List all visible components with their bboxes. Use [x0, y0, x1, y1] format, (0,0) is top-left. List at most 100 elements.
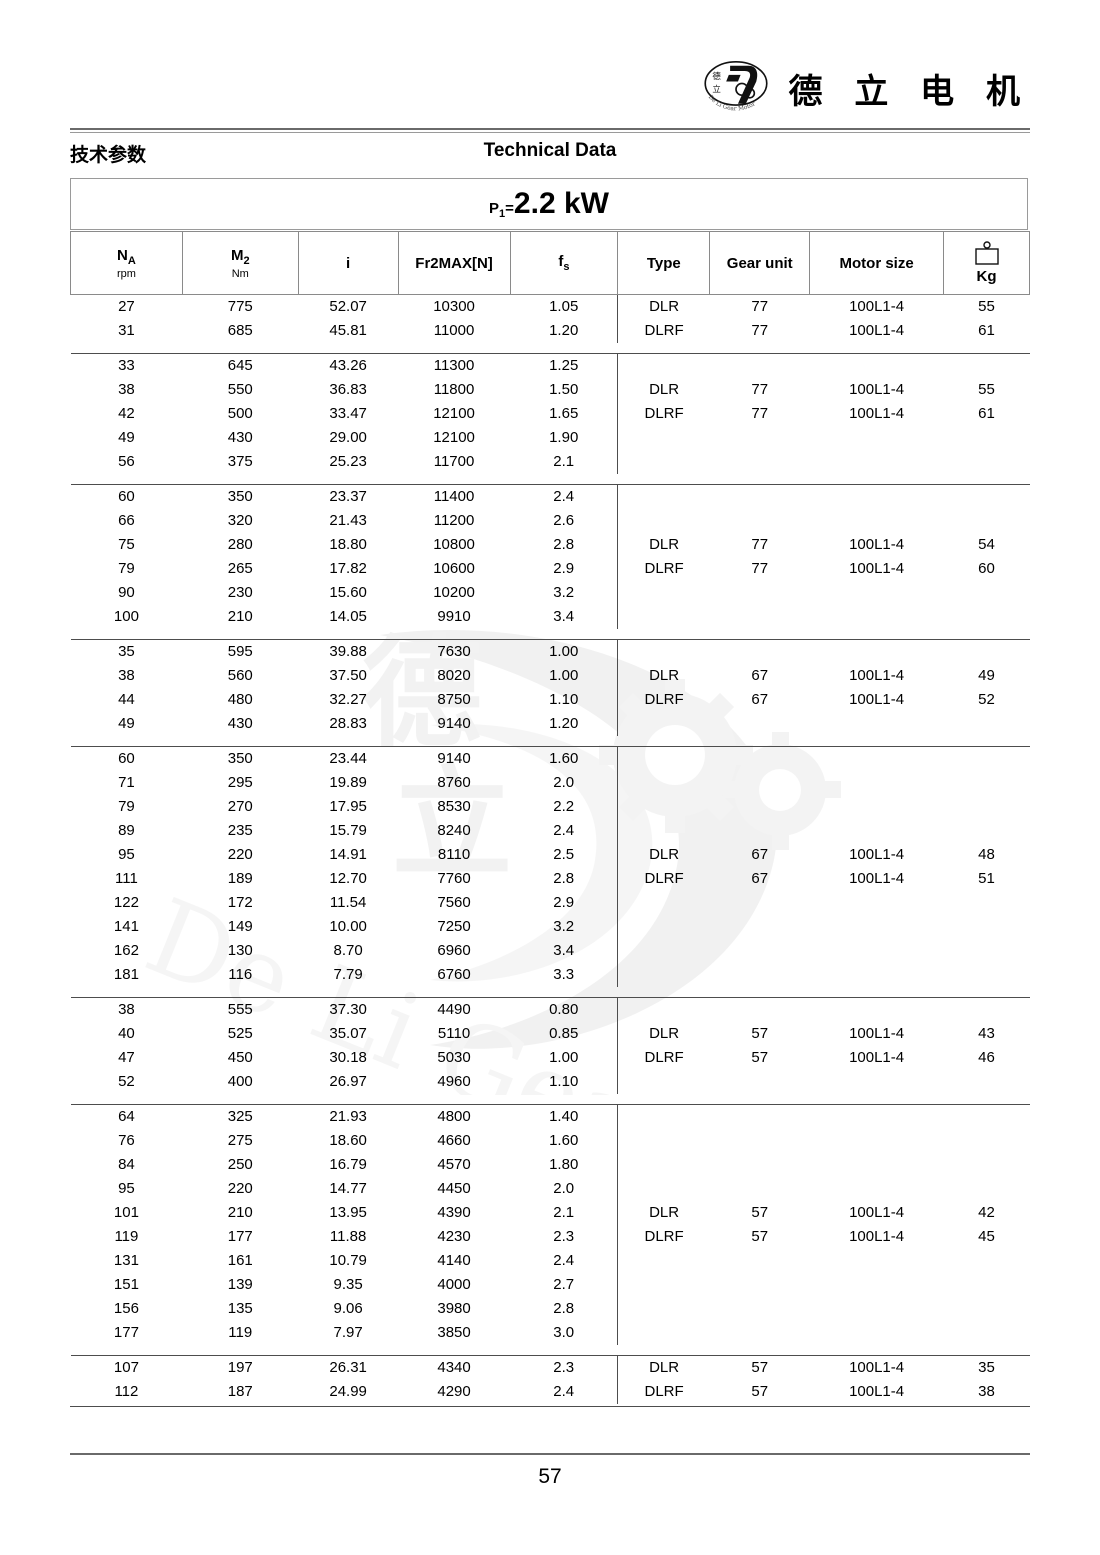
cell-ratio: 25.23: [329, 453, 367, 470]
cell-speed: 71: [118, 774, 135, 791]
cell-motor-size: [810, 1153, 944, 1177]
column-label-gear-unit: Gear unit: [726, 254, 793, 272]
cell-gear-unit: [709, 353, 810, 378]
cell-motor-size: [810, 939, 944, 963]
cell-weight: 55: [943, 294, 1030, 319]
weight-box-icon: [974, 241, 999, 265]
spacer-cell: [710, 1094, 810, 1105]
cell-motor-size: [810, 1249, 944, 1273]
cell-type: [617, 1104, 710, 1129]
cell-radial-force: 11200: [433, 512, 475, 529]
table-row: 79 270 17.95 8530 2.2: [71, 795, 1030, 819]
cell-type: [617, 746, 710, 771]
cell-type: DLR: [617, 1022, 710, 1046]
cell-torque: 595: [182, 639, 299, 664]
table-row: 66 320 21.43 11200 2.6: [71, 509, 1030, 533]
spacer-cell: [944, 987, 1030, 998]
cell-motor-size: [809, 639, 944, 664]
cell-motor-size: 100L1-4: [849, 667, 905, 684]
cell-radial-force: 7630: [398, 639, 511, 664]
cell-radial-force: 4960: [437, 1073, 471, 1090]
cell-weight: [944, 426, 1030, 450]
cell-type: [617, 1129, 710, 1153]
table-row: 156 135 9.06 3980 2.8: [71, 1297, 1030, 1321]
cell-service-factor: 2.5: [553, 846, 575, 863]
cell-type: [617, 1249, 710, 1273]
cell-speed: 49: [118, 429, 135, 446]
cell-speed: 56: [118, 453, 135, 470]
cell-gear-unit: 67: [751, 691, 769, 708]
spacer-cell: [944, 1094, 1030, 1105]
cell-motor-size: [809, 1104, 944, 1129]
brand-header: 德 立 De Li Gear Motor 德 立 电 机: [700, 55, 1030, 121]
cell-ratio: 7.79: [333, 966, 363, 983]
spacer-cell: [944, 736, 1030, 747]
cell-motor-size: 100L1-4: [849, 846, 905, 863]
cell-type: [617, 915, 710, 939]
column-header-radial-force: Fr2MAX[N]: [397, 231, 511, 295]
cell-speed: 156: [113, 1300, 139, 1317]
cell-type: DLRF: [617, 1225, 710, 1249]
table-header: NA rpm M2 Nm i Fr2MAX[N] fs Type: [70, 231, 1030, 295]
cell-torque: 645: [182, 353, 299, 378]
cell-ratio: 35.07: [329, 1025, 367, 1042]
cell-type: [617, 891, 710, 915]
spacer-cell: [944, 1345, 1030, 1356]
table-row: 100 210 14.05 9910 3.4: [71, 605, 1030, 629]
table-row: 49 430 29.00 12100 1.90: [71, 426, 1030, 450]
cell-radial-force: 10800: [433, 536, 475, 553]
cell-motor-size: 100L1-4: [849, 560, 905, 577]
cell-type: DLR: [617, 378, 710, 402]
cell-weight: [944, 1177, 1030, 1201]
cell-gear-unit: [709, 639, 810, 664]
table-row: 52 400 26.97 4960 1.10: [71, 1070, 1030, 1094]
cell-speed: 33: [70, 353, 183, 378]
table-row: 31 685 45.81 11000 1.20 DLRF 77 100L1-4 61: [71, 319, 1030, 343]
cell-radial-force: 4290: [437, 1383, 471, 1400]
column-label-type: Type: [646, 254, 681, 272]
cell-radial-force: 9140: [398, 746, 511, 771]
cell-weight: 46: [978, 1049, 995, 1066]
cell-speed: 119: [114, 1228, 139, 1245]
spacer-cell: [398, 474, 510, 485]
cell-type: DLRF: [617, 557, 710, 581]
cell-speed: 90: [118, 584, 135, 601]
table-row: 64 325 21.93 4800 1.40: [70, 1104, 1030, 1129]
table-row: 60 350 23.37 11400 2.4: [70, 484, 1030, 509]
spacer-cell: [298, 1345, 398, 1356]
cell-motor-size: [809, 746, 944, 771]
cell-weight: 52: [978, 691, 995, 708]
spacer-cell: [944, 343, 1030, 354]
cell-speed: 111: [115, 870, 138, 887]
spacer-cell: [810, 987, 944, 998]
cell-weight: [944, 509, 1030, 533]
cell-motor-size: 100L1-4: [849, 536, 905, 553]
spacer-cell: [810, 736, 944, 747]
cell-speed: 47: [118, 1049, 135, 1066]
cell-ratio: 17.95: [329, 798, 367, 815]
cell-type: DLR: [617, 294, 710, 319]
table-row: 151 139 9.35 4000 2.7: [71, 1273, 1030, 1297]
cell-ratio: 14.91: [329, 846, 367, 863]
cell-motor-size: [810, 963, 944, 987]
cell-weight: 61: [978, 405, 995, 422]
column-header-type: Type: [617, 231, 711, 295]
cell-ratio: 43.26: [298, 353, 399, 378]
cell-radial-force: 12100: [433, 429, 475, 446]
cell-ratio: 18.80: [329, 536, 367, 553]
cell-gear-unit: [710, 1070, 810, 1094]
spacer-cell: [618, 474, 710, 485]
cell-gear-unit: 57: [751, 1383, 769, 1400]
cell-speed: 141: [113, 918, 139, 935]
cell-gear-unit: [710, 1273, 810, 1297]
cell-motor-size: [810, 915, 944, 939]
spacer-cell: [510, 343, 618, 354]
spacer-cell: [298, 474, 398, 485]
cell-service-factor: 0.80: [510, 997, 618, 1022]
spacer-cell: [810, 343, 944, 354]
cell-motor-size: [810, 581, 944, 605]
cell-ratio: 30.18: [329, 1049, 367, 1066]
cell-weight: 45: [978, 1228, 995, 1245]
cell-torque: 500: [227, 405, 253, 422]
section-title-en: Technical Data: [483, 140, 617, 161]
